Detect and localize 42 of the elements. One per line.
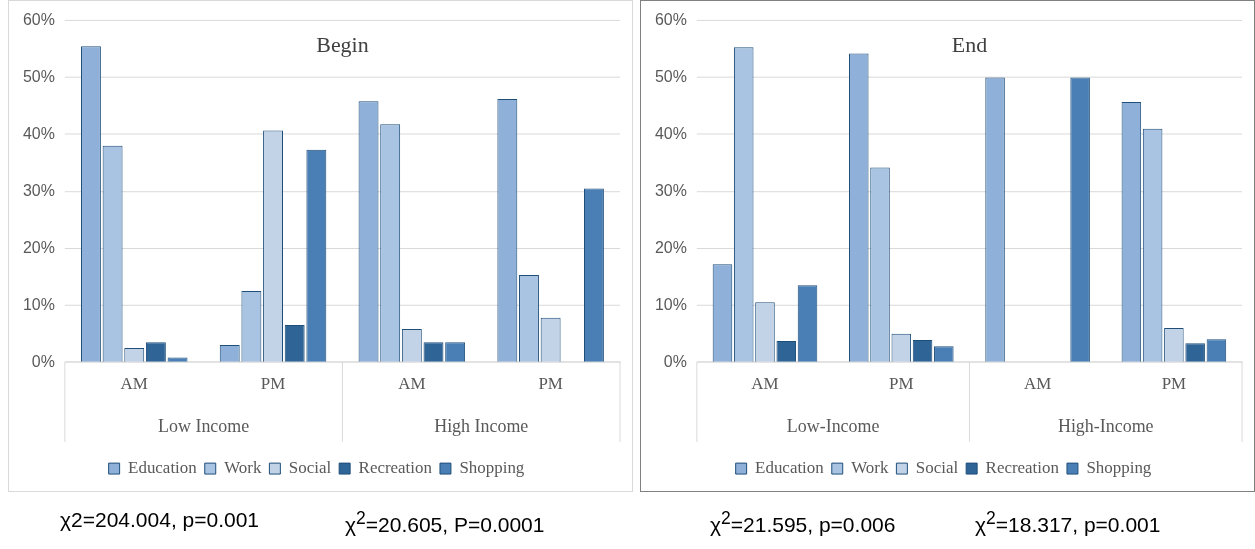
x-tick-label: PM — [1161, 373, 1187, 393]
y-tick-label: 30% — [22, 181, 55, 199]
x-tick-label: AM — [751, 373, 779, 393]
x-tick-label: AM — [120, 373, 148, 393]
text: χ$^{2}$=18.317, p=0.001 — [975, 508, 1161, 537]
text: χ$^{2}$=20.605, P=0.0001 — [345, 508, 545, 537]
text: Low Income — [158, 415, 250, 436]
text: Low-Income — [786, 415, 880, 436]
y-tick-label: 60% — [22, 10, 55, 28]
legend-label: Work — [851, 458, 889, 478]
x-tick-label: PM — [889, 373, 914, 393]
y-tick-label: 0% — [663, 352, 687, 370]
text: High-Income — [1057, 415, 1154, 436]
x-tick-label: AM — [1023, 373, 1052, 393]
legend-label: Education — [128, 458, 198, 478]
y-tick-label: 20% — [654, 238, 687, 256]
y-tick-label: 30% — [654, 181, 687, 199]
legend-label: Shopping — [459, 458, 525, 478]
legend-label: Education — [755, 458, 825, 478]
legend-label: Recreation — [985, 458, 1060, 478]
text: χ$^{2}$=21.595, p=0.006 — [710, 508, 896, 537]
text: Begin — [316, 32, 369, 58]
y-tick-label: 40% — [22, 124, 55, 142]
x-tick-label: PM — [260, 373, 286, 393]
legend-label: Shopping — [1086, 458, 1152, 478]
y-tick-label: 0% — [31, 352, 55, 370]
legend-label: Social — [288, 458, 332, 478]
legend-label: Social — [915, 458, 959, 478]
y-tick-label: 10% — [654, 295, 687, 313]
legend-label: Work — [224, 458, 262, 478]
text: High Income — [434, 415, 529, 436]
x-tick-label: AM — [398, 373, 426, 393]
y-tick-label: 50% — [22, 67, 55, 85]
y-tick-label: 60% — [654, 10, 687, 28]
legend-label: Recreation — [358, 458, 433, 478]
y-tick-label: 10% — [22, 295, 55, 313]
x-tick-label: PM — [538, 373, 563, 393]
text: End — [951, 32, 988, 58]
y-tick-label: 40% — [654, 124, 687, 142]
y-tick-label: 20% — [22, 238, 55, 256]
text: χ2=204.004, p=0.001 — [60, 508, 260, 532]
y-tick-label: 50% — [654, 67, 687, 85]
